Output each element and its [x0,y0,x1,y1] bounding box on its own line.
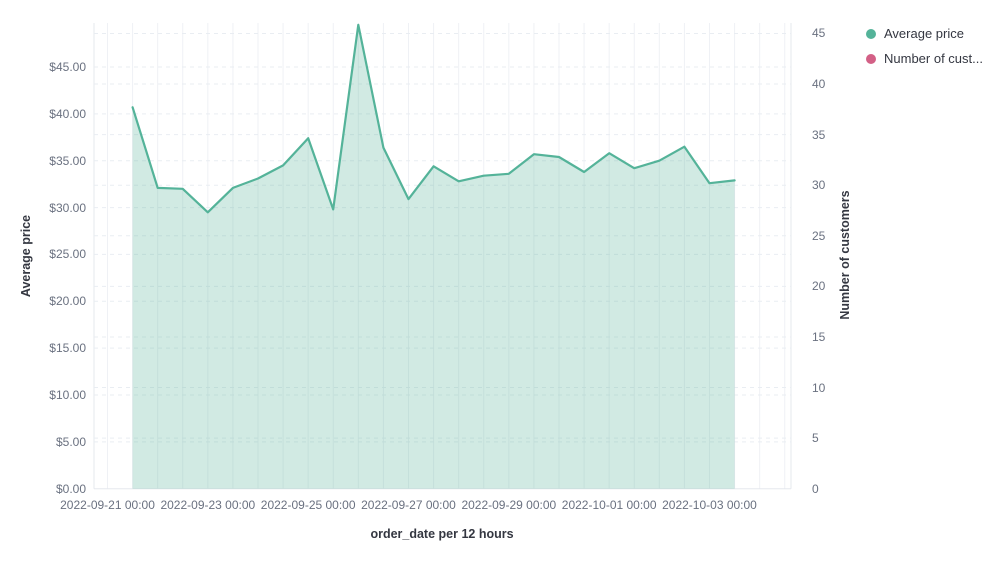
legend-item-average-price[interactable]: Average price [866,26,983,42]
left-axis-tick-label: $10.00 [49,387,86,402]
left-axis-tick-label: $40.00 [49,106,86,121]
right-axis-title: Number of customers [838,190,852,320]
x-axis-tick-label: 2022-10-03 00:00 [662,498,757,512]
right-axis-tick-label: 25 [812,228,826,243]
x-axis-tick-label: 2022-10-01 00:00 [561,498,657,512]
right-axis-tick-label: 45 [812,26,826,41]
right-axis-tick-label: 20 [812,279,826,294]
right-axis-tick-label: 5 [812,431,819,446]
legend-item-number-of-customers[interactable]: Number of cust... [866,51,983,67]
left-axis-tick-label: $15.00 [49,341,86,356]
x-axis-tick-label: 2022-09-27 00:00 [361,498,456,512]
right-axis-tick-label: 15 [812,329,826,344]
average-price-line [131,23,736,214]
series-color-dot-pink-icon [866,54,876,64]
left-axis-tick-label: $25.00 [49,247,86,262]
right-axis-tick-label: 35 [812,127,826,142]
right-axis-tick-label: 10 [812,380,826,395]
x-axis-tick-label: 2022-09-29 00:00 [461,498,557,512]
x-axis-title: order_date per 12 hours [370,527,514,541]
series-color-dot-teal-icon [866,29,876,39]
x-axis-tick-label: 2022-09-23 00:00 [160,498,256,512]
average-price-area-fill [132,24,735,489]
legend: Average price Number of cust... [866,26,983,76]
left-axis-title: Average price [19,214,33,298]
left-axis-tick-label: $20.00 [49,294,86,309]
legend-label-average-price: Average price [884,26,964,41]
x-axis-tick-label: 2022-09-21 00:00 [60,498,155,512]
left-axis-tick-label: $30.00 [49,200,86,215]
left-axis-tick-label: $5.00 [55,434,86,449]
x-axis-tick-label: 2022-09-25 00:00 [260,498,356,512]
right-axis-tick-label: 40 [812,77,826,92]
left-axis-tick-label: $0.00 [55,481,86,496]
right-axis-tick-label: 30 [812,178,826,193]
legend-label-number-of-customers: Number of cust... [884,51,983,66]
left-axis-tick-label: $35.00 [49,153,86,168]
left-axis-tick-label: $45.00 [49,60,86,74]
right-axis-tick-label: 0 [812,481,819,496]
